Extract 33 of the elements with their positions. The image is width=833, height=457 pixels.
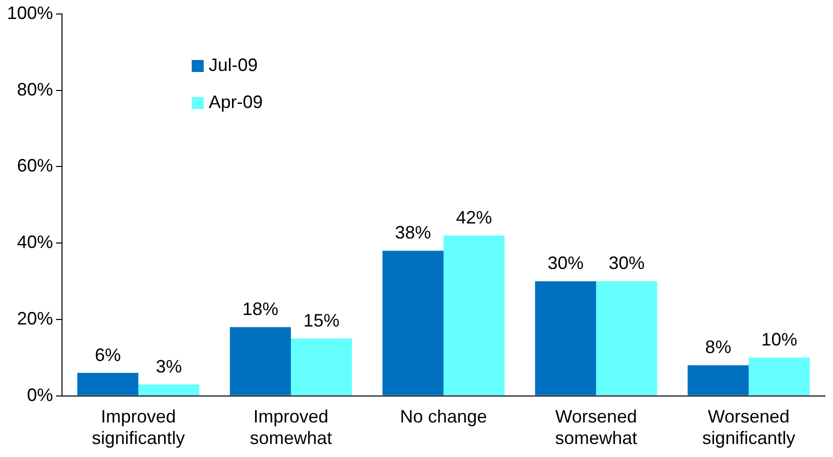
y-tick-label: 80% [17,79,54,100]
data-label: 18% [242,299,278,320]
bar [138,384,200,396]
legend-label: Jul-09 [208,54,258,75]
data-label: 15% [303,310,340,330]
bar [444,235,505,396]
bar [230,327,291,396]
y-tick-label: 40% [17,232,54,252]
data-label: 10% [761,330,798,350]
y-tick-label: 60% [17,156,54,176]
y-tick-label: 0% [27,384,54,405]
bar [77,372,138,396]
bar [596,281,658,396]
y-tick-label: 20% [17,308,54,328]
data-label: 6% [94,344,121,365]
bar [688,365,749,396]
x-tick-label: Worsened somewhat [555,406,638,448]
x-tick-label: Improved significantly [92,406,185,448]
bar [748,358,810,396]
data-label: 42% [456,207,492,228]
x-tick-label: Worsened significantly [702,406,796,448]
y-tick-label: 100% [6,2,54,23]
data-label: 8% [705,337,732,358]
legend-label: Apr-09 [208,92,263,112]
bar [290,338,352,396]
bar [535,281,596,396]
x-tick-label: Improved somewhat [250,406,332,448]
data-label: 38% [394,222,432,243]
data-label: 3% [156,356,182,376]
data-label: 30% [548,253,584,274]
x-tick-label: No change [400,406,488,427]
bar [382,250,444,396]
data-label: 30% [608,253,645,274]
